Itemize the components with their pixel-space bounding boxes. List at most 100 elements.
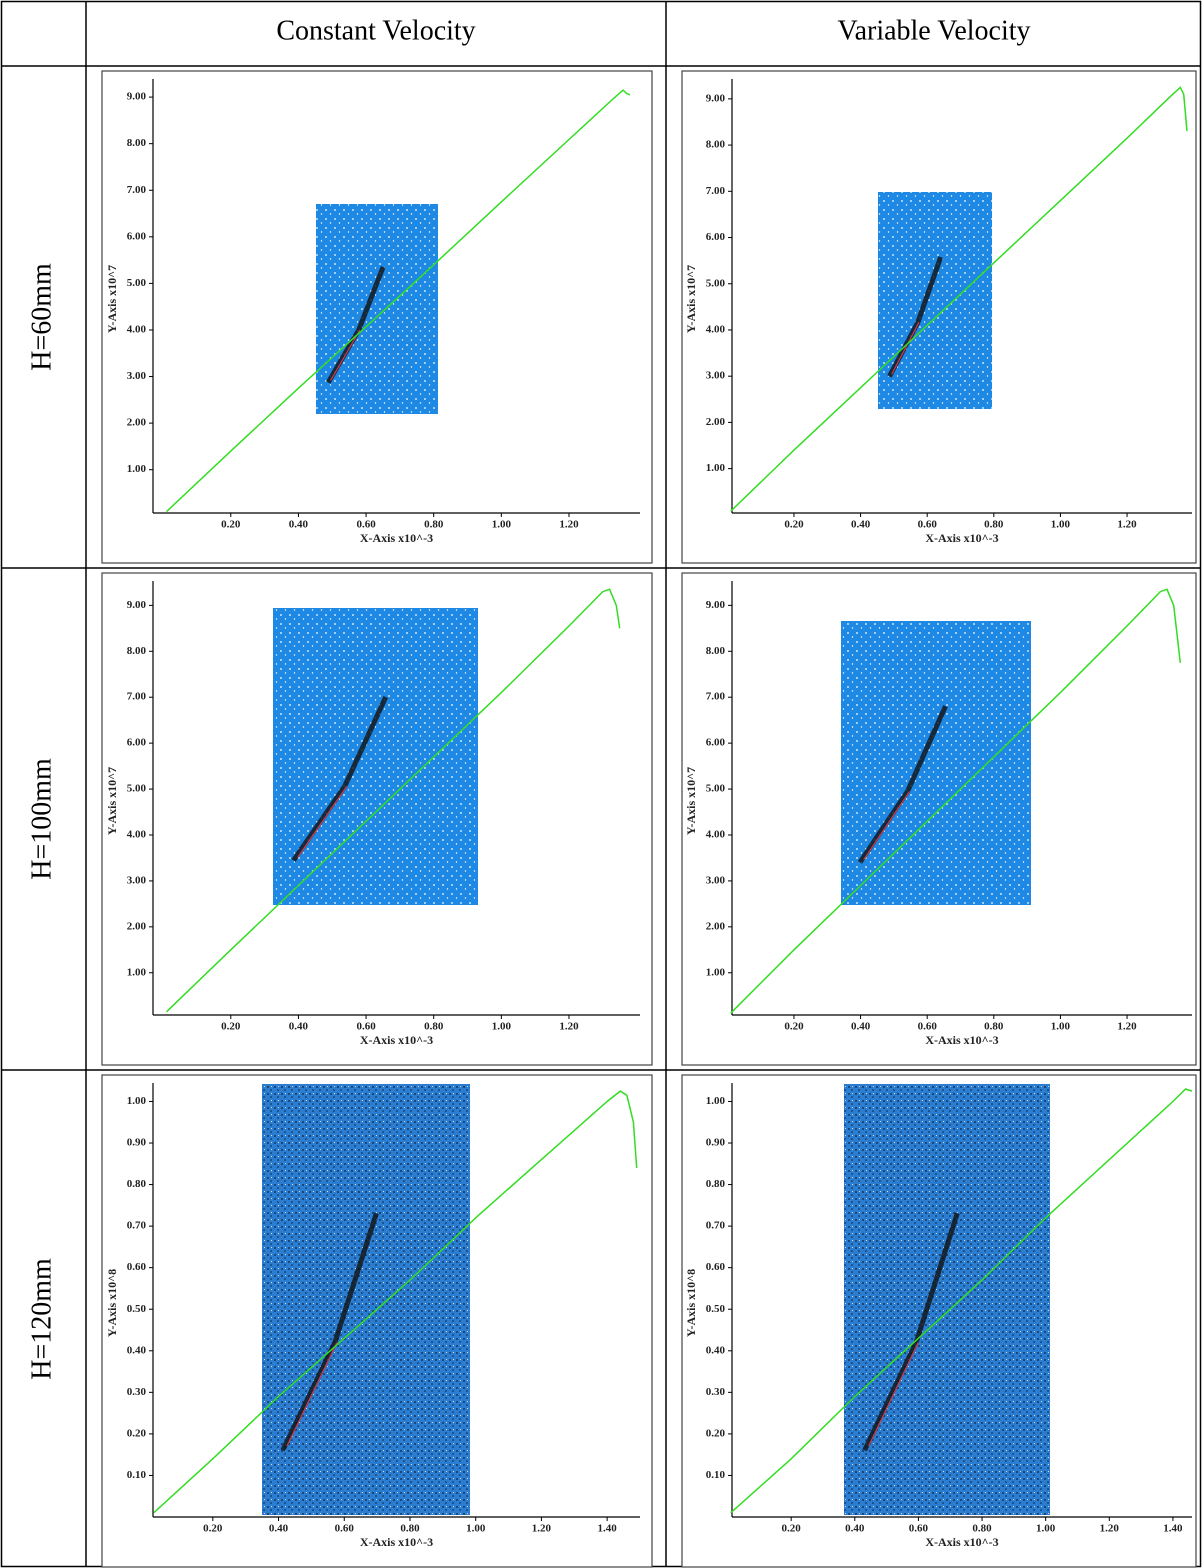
x-tick-label: 0.80: [984, 519, 1004, 531]
crack: [863, 791, 910, 860]
y-tick-label: 0.10: [127, 1469, 147, 1481]
y-tick-label: 9.00: [706, 92, 726, 104]
column-header: Constant Velocity: [276, 15, 475, 46]
crack: [291, 696, 389, 862]
y-tick-label: 0.40: [127, 1344, 147, 1356]
specimen-image: [316, 204, 438, 414]
x-tick-label: 0.40: [289, 1021, 309, 1033]
x-tick-label: 1.20: [1117, 1021, 1137, 1033]
x-tick-label: 1.40: [1163, 1523, 1183, 1535]
y-tick-label: 0.50: [706, 1303, 726, 1315]
y-tick-label: 6.00: [127, 230, 147, 242]
y-tick-label: 2.00: [127, 920, 147, 932]
x-tick-label: 0.60: [918, 1021, 938, 1033]
y-tick-label: 0.70: [127, 1220, 147, 1232]
y-tick-label: 0.20: [706, 1427, 726, 1439]
data-line: [165, 588, 621, 1013]
x-tick-label: 1.20: [559, 519, 579, 531]
x-tick-label: 0.60: [356, 519, 376, 531]
y-tick-label: 0.30: [706, 1386, 726, 1398]
x-tick-label: 0.80: [424, 519, 444, 531]
y-tick-label: 0.90: [127, 1137, 147, 1149]
x-tick-label: 1.20: [532, 1523, 552, 1535]
y-tick-label: 6.00: [706, 737, 726, 749]
crack: [286, 1342, 338, 1447]
y-tick-label: 9.00: [706, 599, 726, 611]
x-tick-label: 1.00: [1036, 1523, 1056, 1535]
y-tick-label: 1.00: [706, 1095, 726, 1107]
crack: [857, 705, 948, 864]
crack: [862, 1212, 960, 1452]
x-tick-label: 0.60: [909, 1523, 929, 1535]
y-tick-label: 8.00: [706, 139, 726, 151]
y-axis-label: Y-Axis x10^7: [105, 265, 119, 333]
x-tick-label: 1.20: [1117, 519, 1137, 531]
x-tick-label: 1.00: [492, 519, 512, 531]
y-tick-label: 1.00: [127, 966, 147, 978]
y-tick-label: 0.90: [706, 1137, 726, 1149]
y-tick-label: 4.00: [706, 323, 726, 335]
x-tick-label: 0.20: [221, 1021, 241, 1033]
specimen: [262, 1084, 470, 1515]
y-tick-label: 9.00: [127, 599, 147, 611]
x-tick-label: 0.20: [784, 1021, 804, 1033]
row-header: H=100mm: [26, 758, 57, 880]
row-header: H=120mm: [26, 1258, 57, 1380]
y-tick-label: 6.00: [127, 737, 147, 749]
y-tick-label: 4.00: [127, 324, 147, 336]
x-tick-label: 0.40: [269, 1523, 289, 1535]
data-line: [153, 1090, 638, 1514]
y-tick-label: 0.30: [127, 1386, 147, 1398]
y-tick-label: 3.00: [127, 874, 147, 886]
y-tick-label: 9.00: [127, 91, 147, 103]
y-axis-label: Y-Axis x10^7: [684, 767, 698, 835]
x-axis-label: X-Axis x10^-3: [925, 1535, 998, 1549]
y-tick-label: 0.60: [127, 1261, 147, 1273]
crack: [891, 321, 920, 375]
specimen: [316, 204, 438, 414]
y-tick-label: 7.00: [706, 691, 726, 703]
data-line: [730, 86, 1188, 512]
x-tick-label: 1.40: [598, 1523, 618, 1535]
specimen: [878, 192, 992, 409]
y-tick-label: 5.00: [127, 277, 147, 289]
y-tick-label: 2.00: [706, 416, 726, 428]
specimen-image: [262, 1084, 470, 1515]
data-line: [165, 89, 631, 513]
x-tick-label: 1.00: [466, 1523, 486, 1535]
specimen: [273, 608, 478, 905]
x-tick-label: 0.20: [203, 1523, 223, 1535]
specimen-image: [878, 192, 992, 409]
y-tick-label: 0.20: [127, 1427, 147, 1439]
x-tick-label: 0.40: [845, 1523, 865, 1535]
y-tick-label: 0.80: [706, 1178, 726, 1190]
specimen-image: [844, 1084, 1050, 1515]
x-tick-label: 0.40: [851, 1021, 871, 1033]
y-tick-label: 5.00: [127, 783, 147, 795]
data-line: [730, 1088, 1193, 1514]
y-tick-label: 2.00: [706, 920, 726, 932]
y-tick-label: 4.00: [706, 829, 726, 841]
crack: [280, 1212, 379, 1452]
y-tick-label: 1.00: [127, 1095, 147, 1107]
crack: [868, 1342, 919, 1447]
y-tick-label: 6.00: [706, 231, 726, 243]
specimen: [844, 1084, 1050, 1515]
crack: [326, 266, 386, 384]
y-tick-label: 3.00: [706, 874, 726, 886]
x-tick-label: 1.00: [1051, 1021, 1071, 1033]
row-header: H=60mm: [26, 263, 57, 371]
x-tick-label: 0.60: [918, 519, 938, 531]
specimen: [841, 621, 1031, 905]
y-axis-label: Y-Axis x10^8: [684, 1269, 698, 1337]
specimen-image: [841, 621, 1031, 905]
y-tick-label: 0.10: [706, 1469, 726, 1481]
x-tick-label: 0.40: [851, 519, 871, 531]
x-tick-label: 0.20: [784, 519, 804, 531]
y-tick-label: 1.00: [127, 463, 147, 475]
y-axis-label: Y-Axis x10^8: [105, 1269, 119, 1337]
crack: [330, 329, 361, 381]
column-header: Variable Velocity: [837, 15, 1030, 46]
x-axis-label: X-Axis x10^-3: [360, 1033, 433, 1047]
y-tick-label: 5.00: [706, 783, 726, 795]
